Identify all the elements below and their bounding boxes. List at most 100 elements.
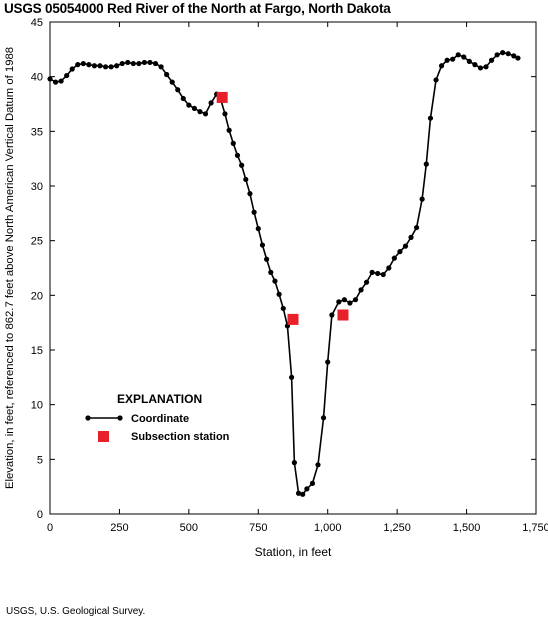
coordinate-point [280, 305, 286, 312]
coordinate-point [152, 60, 159, 67]
coordinate-point [197, 109, 203, 115]
coordinate-point [336, 299, 342, 305]
coordinate-point [80, 60, 86, 67]
coordinate-point [130, 60, 136, 67]
legend-station-square-icon [98, 431, 109, 442]
subsection-station-point [216, 91, 228, 103]
coordinate-points [47, 50, 521, 497]
x-tick-label: 1,000 [314, 522, 342, 534]
coordinate-point [69, 66, 75, 72]
y-tick-label: 25 [31, 236, 43, 248]
y-tick-label: 30 [31, 181, 43, 193]
coordinate-point [255, 226, 261, 232]
coordinate-point [272, 278, 278, 284]
y-tick-label: 5 [37, 454, 43, 466]
coordinate-point [202, 111, 209, 117]
coordinate-point [466, 58, 472, 64]
coordinate-point [375, 270, 381, 277]
coordinate-point [315, 462, 321, 468]
coordinate-point [477, 65, 484, 71]
coordinate-point [243, 176, 249, 183]
y-tick-label: 35 [31, 126, 43, 138]
coordinate-point [222, 111, 228, 117]
coordinate-point [433, 77, 439, 83]
coordinate-point [352, 297, 359, 303]
coordinate-point [58, 78, 64, 84]
legend-coordinate-dot-icon [85, 415, 91, 421]
coordinate-point [239, 162, 245, 168]
coordinate-point [511, 53, 517, 59]
legend-coordinate-label: Coordinate [131, 413, 189, 425]
coordinate-point [191, 105, 198, 111]
coordinate-point [268, 269, 274, 275]
y-tick-label: 15 [31, 345, 43, 357]
coordinate-point [494, 52, 500, 58]
coordinate-point [358, 287, 364, 293]
coordinate-point [363, 279, 370, 285]
coordinate-point [427, 115, 434, 121]
y-axis-label: Elevation, in feet, referenced to 862.7 … [4, 47, 16, 489]
coordinate-point [64, 72, 70, 79]
coordinate-point [461, 54, 467, 60]
x-tick-label: 500 [180, 522, 198, 534]
coordinate-point [483, 64, 489, 70]
x-axis-label: Station, in feet [255, 545, 332, 559]
coordinate-point [472, 62, 478, 68]
coordinate-point [444, 57, 450, 63]
coordinate-point [180, 95, 186, 102]
coordinate-point [108, 64, 114, 70]
coordinate-point [347, 300, 353, 306]
coordinate-point [186, 102, 192, 108]
coordinate-point [488, 57, 495, 63]
coordinate-point [91, 63, 98, 69]
coordinate-point [86, 62, 92, 68]
coordinate-point [147, 59, 153, 66]
coordinate-point [52, 79, 59, 85]
coordinate-point [423, 161, 429, 167]
coordinate-point [320, 415, 327, 421]
coordinate-point [386, 265, 392, 271]
coordinate-point [309, 480, 316, 486]
x-tick-label: 750 [249, 522, 267, 534]
coordinate-point [380, 271, 386, 278]
coordinate-point [119, 60, 125, 67]
subsection-station-points [216, 91, 349, 325]
coordinate-point [158, 64, 164, 70]
y-tick-label: 0 [37, 509, 43, 521]
coordinate-point [47, 76, 53, 82]
y-axis-ticks: 0 5 10 15 20 25 30 35 40 45 [31, 17, 536, 521]
x-tick-label: 1,500 [453, 522, 481, 534]
x-tick-label: 1,750 [522, 522, 548, 534]
coordinate-point [234, 152, 241, 158]
coordinate-point [141, 59, 148, 66]
coordinate-point [169, 79, 175, 85]
subsection-station-point [337, 309, 349, 321]
y-tick-label: 20 [31, 290, 43, 302]
coordinate-point [247, 191, 253, 197]
coordinate-point [369, 269, 375, 275]
legend: EXPLANATION Coordinate Subsection statio… [85, 392, 230, 443]
coordinate-point [75, 62, 81, 68]
cross-section-chart: 0 250 500 750 1,000 1,250 1,500 1,750 0 5 10 15 20 2… [4, 17, 548, 559]
coordinate-point [304, 486, 310, 492]
y-tick-label: 45 [31, 17, 43, 29]
coordinate-point [500, 50, 506, 56]
coordinate-point [438, 63, 445, 69]
coordinate-point [329, 312, 335, 318]
coordinate-point [291, 460, 297, 466]
coordinate-point [97, 63, 103, 69]
x-tick-label: 0 [47, 522, 53, 534]
coordinate-point [455, 52, 461, 58]
coordinate-point [515, 55, 521, 61]
coordinate-point [259, 242, 266, 248]
y-tick-label: 40 [31, 72, 43, 84]
x-axis-ticks: 0 250 500 750 1,000 1,250 1,500 1,750 [47, 22, 548, 534]
coordinate-point [408, 234, 414, 240]
x-tick-label: 250 [110, 522, 128, 534]
coordinate-point [289, 374, 295, 380]
series-line-coordinate [49, 51, 519, 496]
legend-coordinate-dot-icon-end [117, 415, 123, 421]
coordinate-point [295, 490, 302, 496]
coordinate-point [102, 64, 109, 70]
subsection-station-point [287, 313, 299, 325]
